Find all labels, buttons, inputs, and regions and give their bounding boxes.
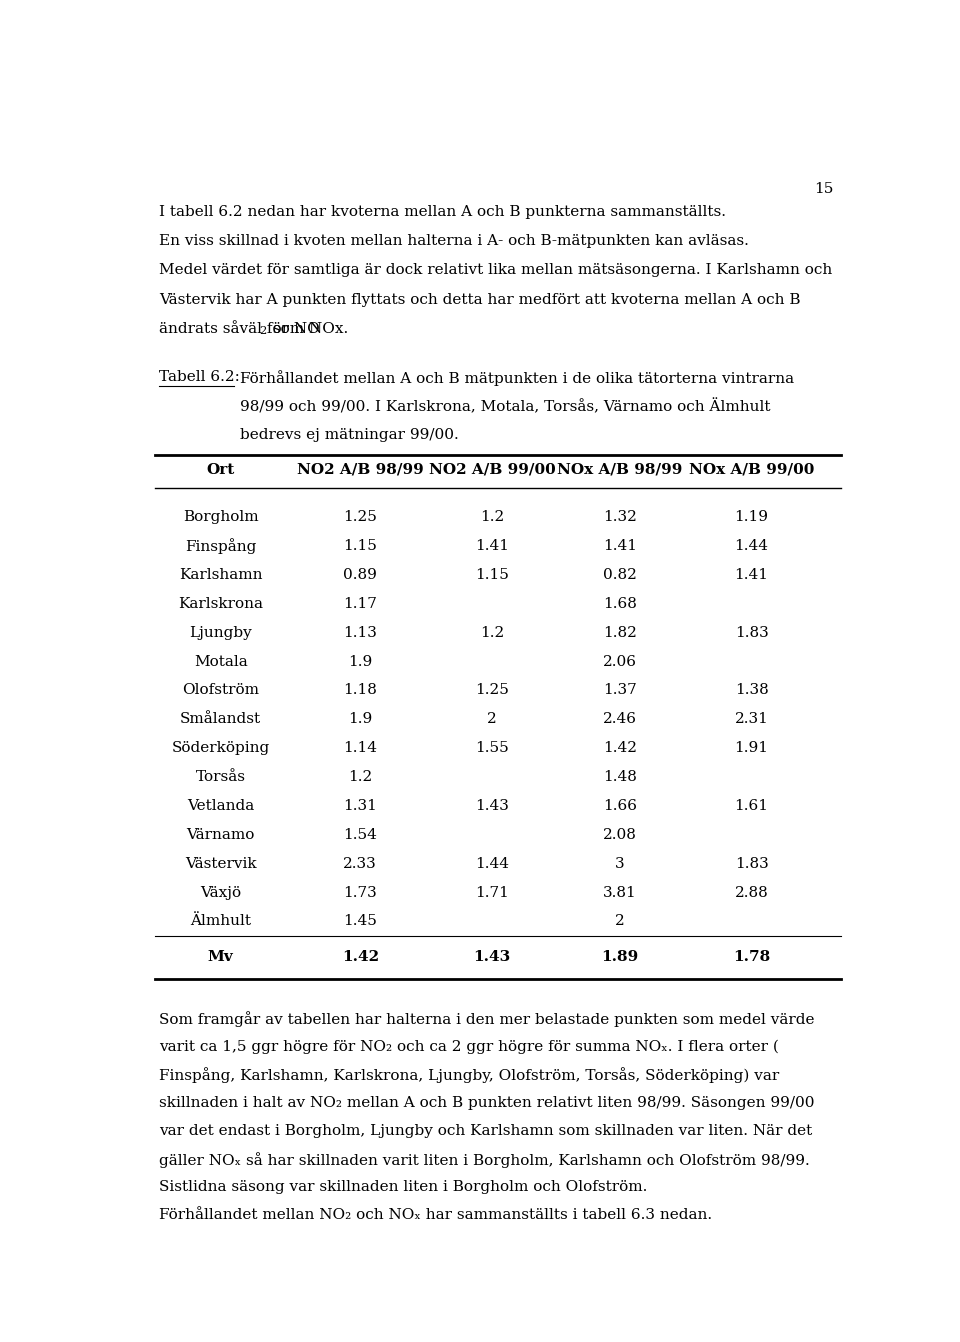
Text: NOx A/B 98/99: NOx A/B 98/99 [557,463,683,476]
Text: 1.19: 1.19 [734,510,769,525]
Text: 1.32: 1.32 [603,510,636,525]
Text: Västervik: Västervik [185,856,256,871]
Text: 1.91: 1.91 [734,741,769,756]
Text: 1.78: 1.78 [733,950,770,965]
Text: Älmhult: Älmhult [190,914,252,929]
Text: 1.18: 1.18 [344,683,377,698]
Text: 1.71: 1.71 [475,886,509,899]
Text: 1.73: 1.73 [344,886,377,899]
Text: ändrats såväl för NO: ändrats såväl för NO [158,322,320,336]
Text: NO2 A/B 98/99: NO2 A/B 98/99 [297,463,423,476]
Text: 2: 2 [487,713,497,726]
Text: Olofström: Olofström [182,683,259,698]
Text: 3.81: 3.81 [603,886,636,899]
Text: 1.13: 1.13 [344,625,377,640]
Text: 1.68: 1.68 [603,597,636,611]
Text: gäller NOₓ så har skillnaden varit liten i Borgholm, Karlshamn och Olofström 98/: gäller NOₓ så har skillnaden varit liten… [158,1151,809,1168]
Text: 1.44: 1.44 [734,539,769,553]
Text: 1.15: 1.15 [475,568,509,582]
Text: 0.82: 0.82 [603,568,636,582]
Text: var det endast i Borgholm, Ljungby och Karlshamn som skillnaden var liten. När d: var det endast i Borgholm, Ljungby och K… [158,1123,812,1138]
Text: 3: 3 [615,856,625,871]
Text: Mv: Mv [208,950,233,965]
Text: 2.46: 2.46 [603,713,636,726]
Text: 1.2: 1.2 [480,510,504,525]
Text: 1.66: 1.66 [603,798,636,813]
Text: 1.41: 1.41 [734,568,769,582]
Text: Värnamo: Värnamo [186,828,255,841]
Text: 1.2: 1.2 [348,770,372,784]
Text: Växjö: Växjö [201,886,241,899]
Text: 1.45: 1.45 [344,914,377,929]
Text: 1.89: 1.89 [601,950,638,965]
Text: Torsås: Torsås [196,770,246,784]
Text: 1.41: 1.41 [475,539,509,553]
Text: 1.48: 1.48 [603,770,636,784]
Text: Västervik har A punkten flyttats och detta har medfört att kvoterna mellan A och: Västervik har A punkten flyttats och det… [158,293,801,307]
Text: 2.88: 2.88 [734,886,769,899]
Text: 1.43: 1.43 [475,798,509,813]
Text: 1.83: 1.83 [734,856,769,871]
Text: 1.37: 1.37 [603,683,636,698]
Text: 1.15: 1.15 [344,539,377,553]
Text: 1.17: 1.17 [344,597,377,611]
Text: Som framgår av tabellen har halterna i den mer belastade punkten som medel värde: Som framgår av tabellen har halterna i d… [158,1012,814,1027]
Text: 2.33: 2.33 [344,856,377,871]
Text: 1.61: 1.61 [734,798,769,813]
Text: Finspång: Finspång [185,538,256,554]
Text: Förhållandet mellan A och B mätpunkten i de olika tätorterna vintrarna: Förhållandet mellan A och B mätpunkten i… [240,369,794,385]
Text: 1.14: 1.14 [344,741,377,756]
Text: 1.42: 1.42 [342,950,379,965]
Text: Karlskrona: Karlskrona [179,597,263,611]
Text: som NOx.: som NOx. [268,322,348,336]
Text: Karlshamn: Karlshamn [179,568,262,582]
Text: 1.55: 1.55 [475,741,509,756]
Text: Smålandst: Smålandst [180,713,261,726]
Text: 1.41: 1.41 [603,539,636,553]
Text: 2.08: 2.08 [603,828,636,841]
Text: Tabell 6.2:: Tabell 6.2: [158,369,240,384]
Text: Finspång, Karlshamn, Karlskrona, Ljungby, Olofström, Torsås, Söderköping) var: Finspång, Karlshamn, Karlskrona, Ljungby… [158,1067,779,1083]
Text: bedrevs ej mätningar 99/00.: bedrevs ej mätningar 99/00. [240,428,459,443]
Text: 1.2: 1.2 [480,625,504,640]
Text: 0.89: 0.89 [344,568,377,582]
Text: NO2 A/B 99/00: NO2 A/B 99/00 [428,463,556,476]
Text: En viss skillnad i kvoten mellan halterna i A- och B-mätpunkten kan avläsas.: En viss skillnad i kvoten mellan haltern… [158,235,749,248]
Text: 2.31: 2.31 [734,713,769,726]
Text: 1.44: 1.44 [475,856,509,871]
Text: 1.83: 1.83 [734,625,769,640]
Text: NOx A/B 99/00: NOx A/B 99/00 [689,463,814,476]
Text: 2.06: 2.06 [603,655,636,668]
Text: 1.25: 1.25 [475,683,509,698]
Text: Ljungby: Ljungby [189,625,252,640]
Text: 1.9: 1.9 [348,713,372,726]
Text: 1.42: 1.42 [603,741,636,756]
Text: Medel värdet för samtliga är dock relativt lika mellan mätsäsongerna. I Karlsham: Medel värdet för samtliga är dock relati… [158,263,832,278]
Text: 1.54: 1.54 [344,828,377,841]
Text: Motala: Motala [194,655,248,668]
Text: 1.9: 1.9 [348,655,372,668]
Text: varit ca 1,5 ggr högre för NO₂ och ca 2 ggr högre för summa NOₓ. I flera orter (: varit ca 1,5 ggr högre för NO₂ och ca 2 … [158,1040,779,1053]
Text: 15: 15 [814,181,833,196]
Text: 98/99 och 99/00. I Karlskrona, Motala, Torsås, Värnamo och Älmhult: 98/99 och 99/00. I Karlskrona, Motala, T… [240,399,771,415]
Text: I tabell 6.2 nedan har kvoterna mellan A och B punkterna sammanställts.: I tabell 6.2 nedan har kvoterna mellan A… [158,205,726,219]
Text: 1.38: 1.38 [734,683,769,698]
Text: 2: 2 [615,914,625,929]
Text: Ort: Ort [206,463,235,476]
Text: 1.31: 1.31 [344,798,377,813]
Text: 1.82: 1.82 [603,625,636,640]
Text: 1.43: 1.43 [473,950,511,965]
Text: 1.25: 1.25 [344,510,377,525]
Text: Sistlidna säsong var skillnaden liten i Borgholm och Olofström.: Sistlidna säsong var skillnaden liten i … [158,1180,647,1194]
Text: Vetlanda: Vetlanda [187,798,254,813]
Text: 2: 2 [259,326,267,337]
Text: Borgholm: Borgholm [183,510,258,525]
Text: skillnaden i halt av NO₂ mellan A och B punkten relativt liten 98/99. Säsongen 9: skillnaden i halt av NO₂ mellan A och B … [158,1095,814,1110]
Text: Söderköping: Söderköping [172,741,270,756]
Text: Förhållandet mellan NO₂ och NOₓ har sammanställts i tabell 6.3 nedan.: Förhållandet mellan NO₂ och NOₓ har samm… [158,1208,712,1223]
